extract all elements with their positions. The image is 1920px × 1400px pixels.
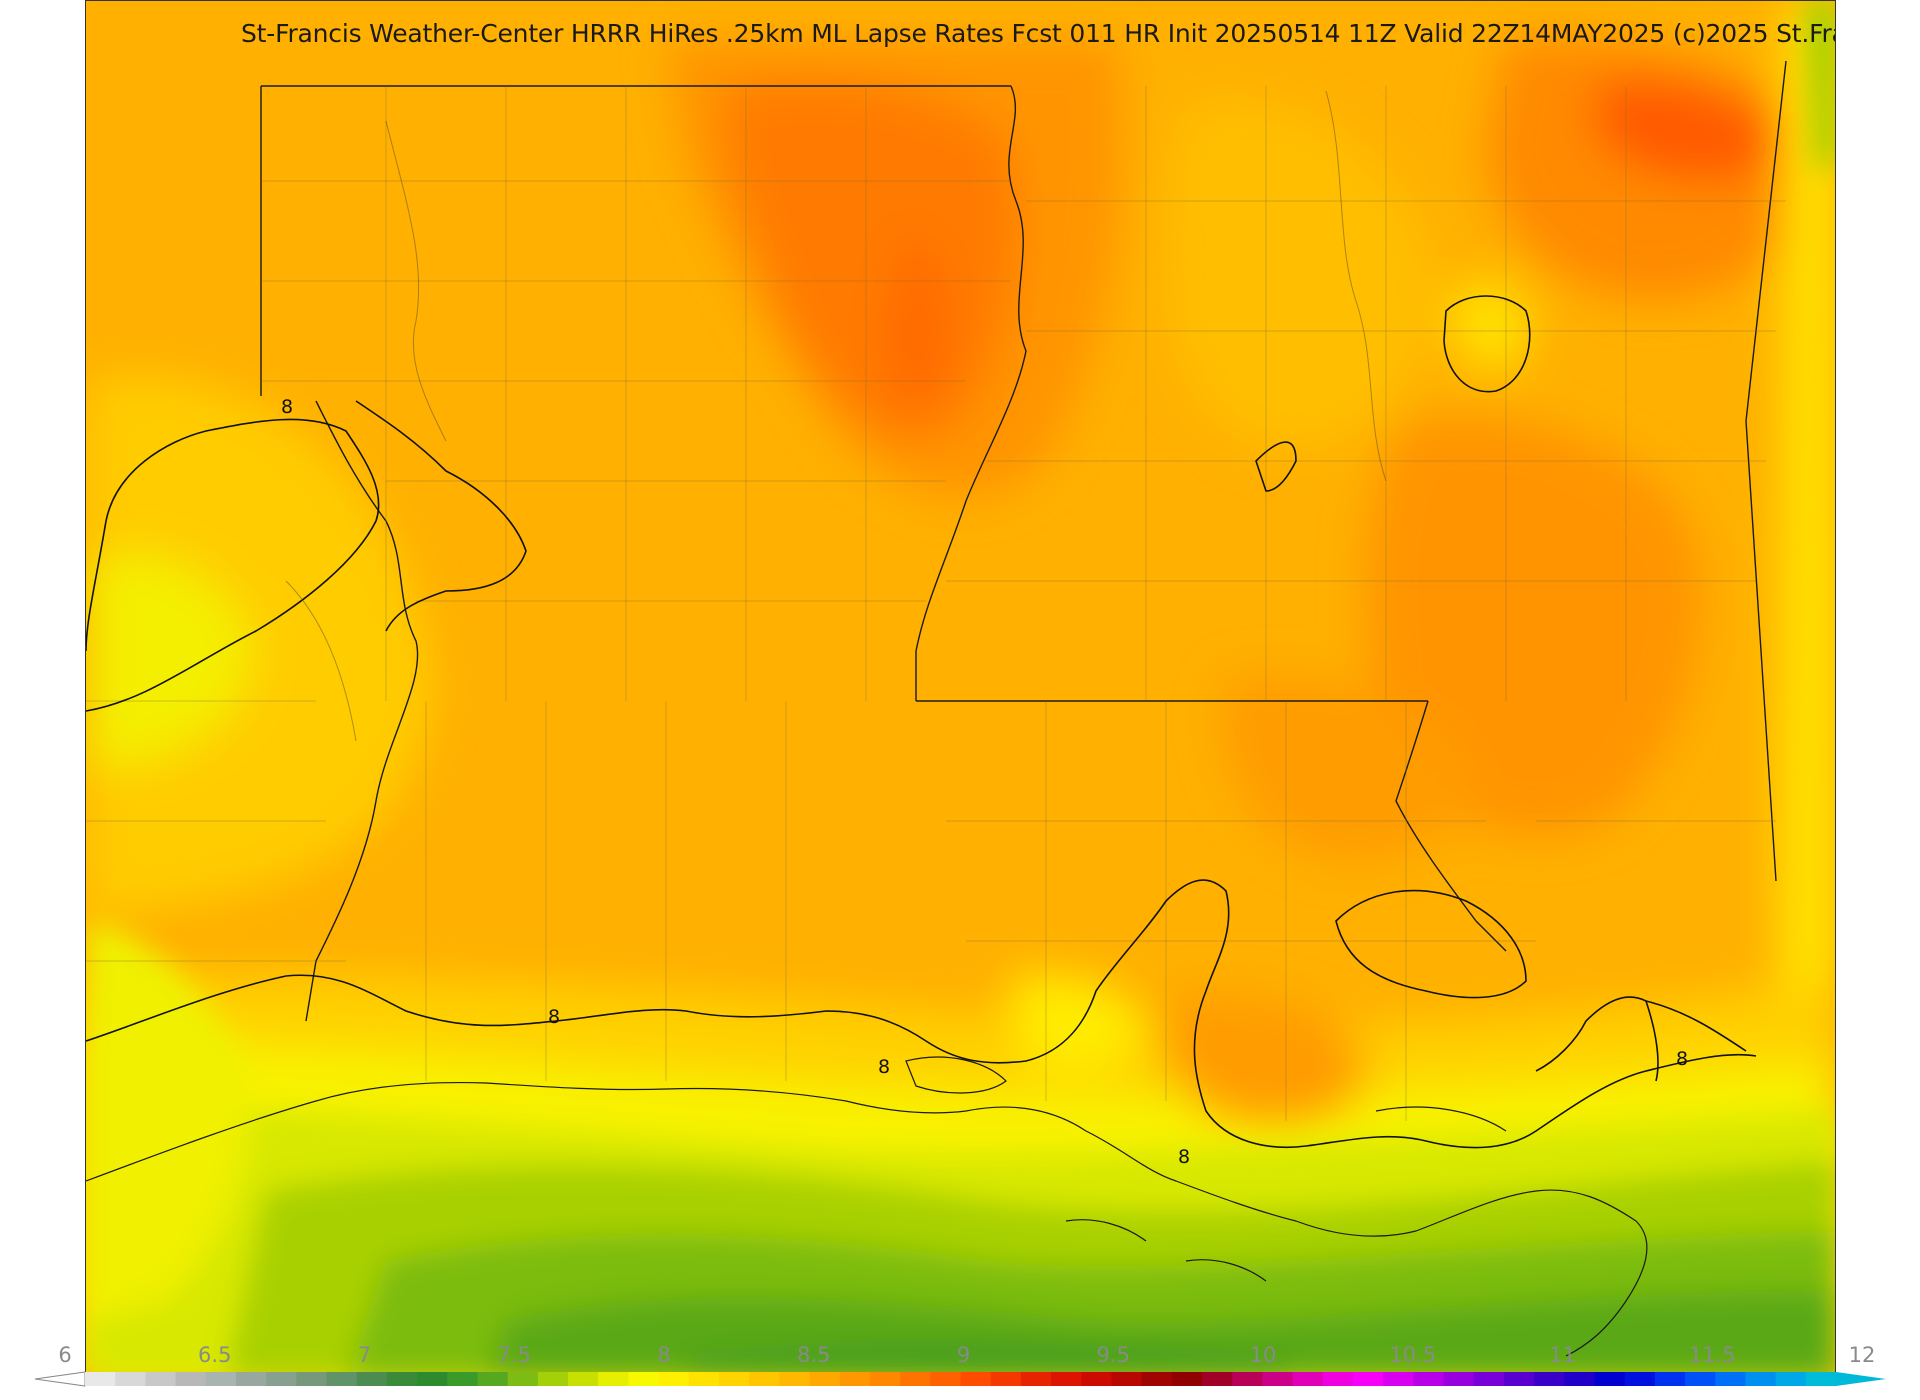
colorbar-cell <box>326 1372 358 1386</box>
colorbar-cell <box>1292 1372 1324 1386</box>
colorbar-cell <box>1051 1372 1082 1386</box>
colorbar-tick-label: 12 <box>1848 1343 1876 1367</box>
colorbar-arrow-low <box>34 1371 86 1387</box>
colorbar-cell <box>1081 1372 1113 1386</box>
colorbar-cell <box>809 1372 841 1386</box>
colorbar-cell <box>1171 1372 1203 1386</box>
colorbar-cell <box>1141 1372 1173 1386</box>
colorbar-cell <box>1775 1372 1807 1386</box>
county-lines <box>86 86 1786 1121</box>
contour-label: 8 <box>1178 1146 1190 1168</box>
colorbar-cell <box>1685 1372 1716 1386</box>
colorbar-cell <box>1473 1372 1505 1386</box>
colorbar-cell <box>1805 1372 1837 1386</box>
colorbar-cell <box>930 1372 962 1386</box>
colorbar-cell <box>1564 1372 1596 1386</box>
colorbar-cell <box>145 1372 177 1386</box>
state-borders <box>260 60 1787 1022</box>
colorbar-cell <box>386 1372 418 1386</box>
colorbar-cell <box>1352 1372 1384 1386</box>
colorbar-cell <box>900 1372 931 1386</box>
map-panel: 8 8 8 8 8 8 St-Francis Weather-Center HR… <box>85 0 1836 1378</box>
colorbar-cell <box>447 1372 479 1386</box>
colorbar-cell <box>628 1372 660 1386</box>
colorbar-tick-label: 7 <box>357 1343 372 1367</box>
colorbar-tick-label: 9.5 <box>1096 1343 1130 1367</box>
colorbar-cell <box>1202 1372 1233 1386</box>
gulf-field <box>86 1 1835 1377</box>
lapse-rate-map: 8 8 8 8 8 8 <box>86 1 1835 1377</box>
colorbar-cell <box>1020 1372 1052 1386</box>
contour-label: 8 <box>548 1006 560 1028</box>
colorbar-tick-label: 9 <box>956 1343 971 1367</box>
colorbar-cell <box>779 1372 811 1386</box>
colorbar-cell <box>688 1372 720 1386</box>
colorbar-cell <box>477 1372 509 1386</box>
colorbar-tick-label: 6.5 <box>198 1343 232 1367</box>
colorbar-tick-label: 10 <box>1249 1343 1277 1367</box>
colorbar-cell <box>205 1372 237 1386</box>
colorbar-cell <box>839 1372 871 1386</box>
colorbar-tick-label: 10.5 <box>1389 1343 1437 1367</box>
colorbar-cell <box>1383 1372 1414 1386</box>
colorbar-cell <box>1232 1372 1263 1386</box>
colorbar-tick-label: 7.5 <box>497 1343 531 1367</box>
colorbar-cell <box>1322 1372 1354 1386</box>
colorbar-cell <box>85 1372 116 1386</box>
colorbar-cell <box>507 1372 539 1386</box>
map-title: St-Francis Weather-Center HRRR HiRes .25… <box>241 19 1836 48</box>
colorbar-tick-label: 11 <box>1549 1343 1576 1367</box>
colorbar-cell <box>869 1372 901 1386</box>
colorbar-cell <box>175 1372 207 1386</box>
colorbar-cell <box>1594 1372 1626 1386</box>
colorbar-cell <box>1534 1372 1565 1386</box>
contour-label: 8 <box>878 1056 890 1078</box>
colorbar-cell <box>658 1372 690 1386</box>
contour-labels: 8 8 8 8 8 8 <box>281 396 1688 1168</box>
colorbar-strip <box>34 1371 1886 1387</box>
colorbar-cell <box>598 1372 630 1386</box>
colorbar-cell <box>417 1372 448 1386</box>
colorbar-tick-label: 8.5 <box>797 1343 831 1367</box>
colorbar-tick-label: 6 <box>58 1343 72 1367</box>
colorbar-cell <box>1715 1372 1747 1386</box>
colorbar-cell <box>960 1372 992 1386</box>
contour-label: 8 <box>281 396 293 418</box>
colorbar-cell <box>1413 1372 1445 1386</box>
colorbar-cell <box>1111 1372 1143 1386</box>
coastline <box>86 1056 1648 1357</box>
colorbar-tick-label: 11.5 <box>1688 1343 1736 1367</box>
colorbar-arrow-high <box>1836 1372 1886 1386</box>
colorbar-cell <box>718 1372 750 1386</box>
colorbar-cell <box>115 1372 146 1386</box>
colorbar-cell <box>749 1372 780 1386</box>
colorbar-cell <box>1624 1372 1656 1386</box>
colorbar-cell <box>1503 1372 1535 1386</box>
colorbar-cell <box>356 1372 388 1386</box>
colorbar-cell <box>266 1372 297 1386</box>
colorbar-cell <box>990 1372 1022 1386</box>
contour-8 <box>86 295 1757 1149</box>
rivers <box>285 90 1387 742</box>
colorbar-cell <box>1443 1372 1475 1386</box>
colorbar-cell <box>1262 1372 1294 1386</box>
colorbar-cell <box>235 1372 267 1386</box>
colorbar-cell <box>1654 1372 1686 1386</box>
colorbar-cell <box>1745 1372 1777 1386</box>
colorbar-cell <box>568 1372 599 1386</box>
contour-label: 8 <box>1676 1048 1688 1070</box>
colorbar-cell <box>537 1372 569 1386</box>
colorbar-tick-label: 8 <box>657 1343 671 1367</box>
colorbar-cell <box>296 1372 328 1386</box>
